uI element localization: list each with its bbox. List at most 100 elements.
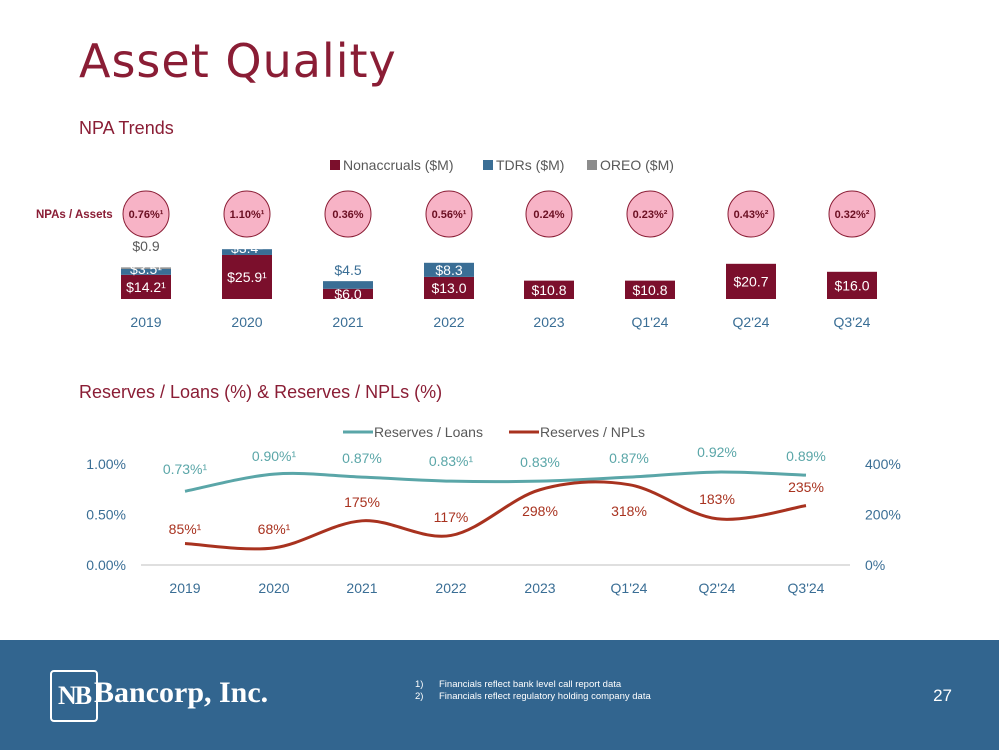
- npa-circle: 0.32%²: [828, 190, 876, 238]
- legend-swatch: [587, 160, 597, 170]
- data-label-reserves-loans: 0.87%: [609, 450, 649, 466]
- data-label-reserves-npls: 85%¹: [169, 521, 202, 537]
- footnote-1: 1) Financials reflect bank level call rep…: [415, 679, 622, 690]
- bar-segment-tdrs: [323, 281, 373, 289]
- npa-circle: 0.43%²: [727, 190, 775, 238]
- x-tick-label: Q3'24: [834, 314, 871, 330]
- bar-segment-nonaccruals: [625, 280, 675, 299]
- bar-label: $25.9¹: [227, 269, 267, 285]
- bar-segment-oreo: [121, 267, 171, 269]
- data-label-reserves-loans: 0.83%¹: [429, 453, 474, 469]
- bar-segment-nonaccruals: [222, 254, 272, 299]
- data-label-reserves-npls: 318%: [611, 503, 647, 519]
- npa-value: 0.56%¹: [432, 209, 467, 221]
- bar-label: $10.8: [632, 282, 667, 298]
- series-line-reserves-npls: [184, 480, 807, 551]
- legend-item: OREO ($M): [587, 157, 674, 173]
- x-tick-label: 2019: [169, 580, 200, 596]
- x-tick-label: 2020: [231, 314, 262, 330]
- data-label-reserves-npls: 68%¹: [258, 521, 291, 537]
- page-title: Asset Quality: [79, 34, 397, 88]
- npa-value: 0.32%²: [835, 209, 870, 221]
- series-line-reserves-loans: [184, 470, 807, 493]
- company-logo: NB Bancorp, Inc.: [50, 670, 330, 722]
- data-label-reserves-loans: 0.87%: [342, 450, 382, 466]
- y-right-tick-label: 0%: [865, 557, 885, 573]
- npa-trends-chart: Nonaccruals ($M) TDRs ($M) OREO ($M) NPAs /…: [36, 157, 877, 330]
- bar-segment-nonaccruals: [726, 263, 776, 299]
- bar-segment-nonaccruals: [323, 288, 373, 299]
- bar-segment-nonaccruals: [121, 274, 171, 299]
- data-label-reserves-loans: 0.83%: [520, 454, 560, 470]
- npa-value: 0.23%²: [633, 209, 668, 221]
- npa-assets-label: NPAs / Assets: [36, 209, 113, 221]
- x-tick-label: 2022: [435, 580, 466, 596]
- bar-label: $0.9: [132, 238, 159, 254]
- bar-segment-tdrs: [424, 262, 474, 277]
- x-tick-label: Q2'24: [699, 580, 736, 596]
- data-label-reserves-loans: 0.90%¹: [252, 448, 297, 464]
- legend-label: TDRs ($M): [496, 157, 564, 173]
- legend-item: TDRs ($M): [483, 157, 564, 173]
- data-label-reserves-loans: 0.73%¹: [163, 461, 208, 477]
- npa-value: 0.24%: [533, 209, 564, 221]
- npa-value: 1.10%¹: [230, 209, 265, 221]
- legend-label: OREO ($M): [600, 157, 674, 173]
- x-tick-label: 2022: [433, 314, 464, 330]
- bar-label: $20.7: [733, 273, 768, 289]
- legend-label: Reserves / NPLs: [540, 424, 645, 440]
- y-right-tick-label: 400%: [865, 456, 901, 472]
- data-label-reserves-npls: 175%: [344, 494, 380, 510]
- legend-item: Reserves / NPLs: [509, 424, 645, 440]
- logo-mark: NB: [50, 670, 98, 722]
- y-left-tick-label: 1.00%: [86, 456, 126, 472]
- x-tick-label: 2020: [258, 580, 289, 596]
- bar-label: $13.0: [431, 280, 466, 296]
- x-tick-label: Q2'24: [733, 314, 770, 330]
- x-tick-label: 2023: [524, 580, 555, 596]
- x-tick-label: Q1'24: [611, 580, 648, 596]
- legend-swatch: [483, 160, 493, 170]
- bar-label: $10.8: [531, 282, 566, 298]
- bar-label: $4.5: [334, 262, 361, 278]
- bar-segment-tdrs: [222, 249, 272, 255]
- legend-item: Reserves / Loans: [343, 424, 483, 440]
- bar-segment-tdrs: [121, 268, 171, 275]
- x-tick-label: 2021: [332, 314, 363, 330]
- legend-item: Nonaccruals ($M): [330, 157, 453, 173]
- logo-text: Bancorp, Inc.: [94, 676, 269, 709]
- legend-label: Reserves / Loans: [374, 424, 483, 440]
- bar-label: $16.0: [834, 277, 869, 293]
- reserves-section-title: Reserves / Loans (%) & Reserves / NPLs (…: [79, 382, 443, 402]
- npa-section-title: NPA Trends: [79, 118, 174, 138]
- bar-label: $3.5¹: [130, 261, 162, 277]
- x-tick-label: Q3'24: [788, 580, 825, 596]
- npa-value: 0.76%¹: [129, 209, 164, 221]
- legend-label: Nonaccruals ($M): [343, 157, 453, 173]
- data-label-reserves-loans: 0.89%: [786, 448, 826, 464]
- footnote-2: 2) Financials reflect regulatory holding …: [415, 691, 651, 702]
- data-label-reserves-npls: 298%: [522, 503, 558, 519]
- npa-circle: 1.10%¹: [223, 190, 271, 238]
- reserves-line-chart: Reserves / Loans Reserves / NPLs 0.00% 0.50…: [86, 424, 901, 596]
- bar-segment-nonaccruals: [524, 280, 574, 299]
- bar-label: $3.4¹: [231, 240, 263, 256]
- bar-segment-nonaccruals: [827, 271, 877, 299]
- page-number: 27: [933, 686, 952, 705]
- bar-label: $6.0: [334, 286, 361, 302]
- npa-value: 0.36%: [332, 209, 363, 221]
- y-right-tick-label: 200%: [865, 507, 901, 523]
- data-label-reserves-npls: 117%: [434, 509, 469, 525]
- bar-label: $14.2¹: [126, 279, 166, 295]
- npa-circle: 0.24%: [525, 190, 573, 238]
- npa-circle: 0.36%: [324, 190, 372, 238]
- x-tick-label: Q1'24: [632, 314, 669, 330]
- y-left-tick-label: 0.00%: [86, 557, 126, 573]
- bar-label: $8.3: [435, 262, 462, 278]
- x-tick-label: 2023: [533, 314, 564, 330]
- footer-bar: NB Bancorp, Inc. 1) Financials reflect ba…: [0, 640, 999, 750]
- x-tick-label: 2019: [130, 314, 161, 330]
- npa-circle: 0.56%¹: [425, 190, 473, 238]
- footnotes: 1) Financials reflect bank level call rep…: [415, 679, 651, 703]
- legend-swatch: [330, 160, 340, 170]
